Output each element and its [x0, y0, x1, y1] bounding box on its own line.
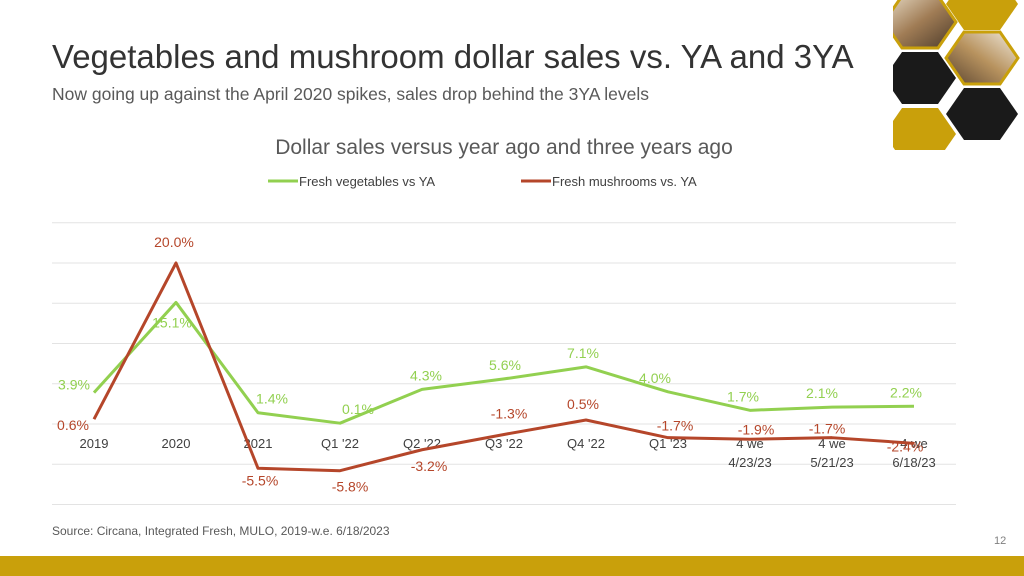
data-label: -1.9%	[738, 421, 775, 437]
x-tick-label: Q3 '22	[485, 436, 523, 451]
x-tick-label: 6/18/23	[892, 455, 935, 470]
x-tick-label: 2020	[162, 436, 191, 451]
decorative-hexagon-images	[893, 0, 1020, 150]
accent-bar	[0, 556, 1024, 576]
data-label: 1.4%	[256, 391, 288, 407]
data-label: 5.6%	[489, 357, 521, 373]
x-tick-label: Q1 '22	[321, 436, 359, 451]
x-tick-label: Q4 '22	[567, 436, 605, 451]
data-label: 20.0%	[154, 234, 194, 250]
legend-label: Fresh vegetables vs YA	[299, 174, 435, 189]
hexagon-black	[893, 52, 956, 104]
data-label: 0.5%	[567, 396, 599, 412]
line-chart: Dollar sales versus year ago and three y…	[52, 136, 956, 505]
data-label: -3.2%	[411, 458, 448, 474]
data-label: 4.3%	[410, 367, 442, 383]
data-label: 0.1%	[342, 401, 374, 417]
x-tick-label: 4 we	[900, 436, 927, 451]
data-label: -2.4%	[887, 438, 924, 454]
data-label: 7.1%	[567, 345, 599, 361]
legend-label: Fresh mushrooms vs. YA	[552, 174, 697, 189]
data-label: -5.5%	[242, 472, 279, 488]
data-label: 15.1%	[152, 314, 192, 330]
slide-title: Vegetables and mushroom dollar sales vs.…	[52, 38, 854, 75]
x-tick-label: 4/23/23	[728, 455, 771, 470]
x-tick-label: 2019	[80, 436, 109, 451]
series-line	[92, 261, 915, 473]
x-tick-label: 4 we	[818, 436, 845, 451]
data-label: 4.0%	[639, 370, 671, 386]
x-tick-label: 5/21/23	[810, 455, 853, 470]
data-label: -1.3%	[491, 405, 528, 421]
series-line	[92, 300, 915, 425]
hexagon-gold	[893, 108, 956, 150]
data-label: 0.6%	[57, 417, 89, 433]
source-note: Source: Circana, Integrated Fresh, MULO,…	[52, 524, 390, 538]
data-label: 2.2%	[890, 384, 922, 400]
chart-title: Dollar sales versus year ago and three y…	[275, 136, 733, 159]
data-label: -5.8%	[332, 479, 369, 495]
x-tick-label: Q1 '23	[649, 436, 687, 451]
hexagon-mushroom-photo	[944, 30, 1020, 86]
data-label: -1.7%	[657, 418, 694, 434]
data-label: 3.9%	[58, 377, 90, 393]
data-label: 2.1%	[806, 385, 838, 401]
page-number: 12	[994, 535, 1007, 547]
hexagon-mushroom-photo	[893, 0, 958, 50]
data-label: 1.7%	[727, 388, 759, 404]
hexagon-black	[946, 88, 1018, 140]
data-label: -1.7%	[809, 421, 846, 437]
slide-subtitle: Now going up against the April 2020 spik…	[52, 84, 650, 104]
hexagon-gold	[946, 0, 1018, 30]
